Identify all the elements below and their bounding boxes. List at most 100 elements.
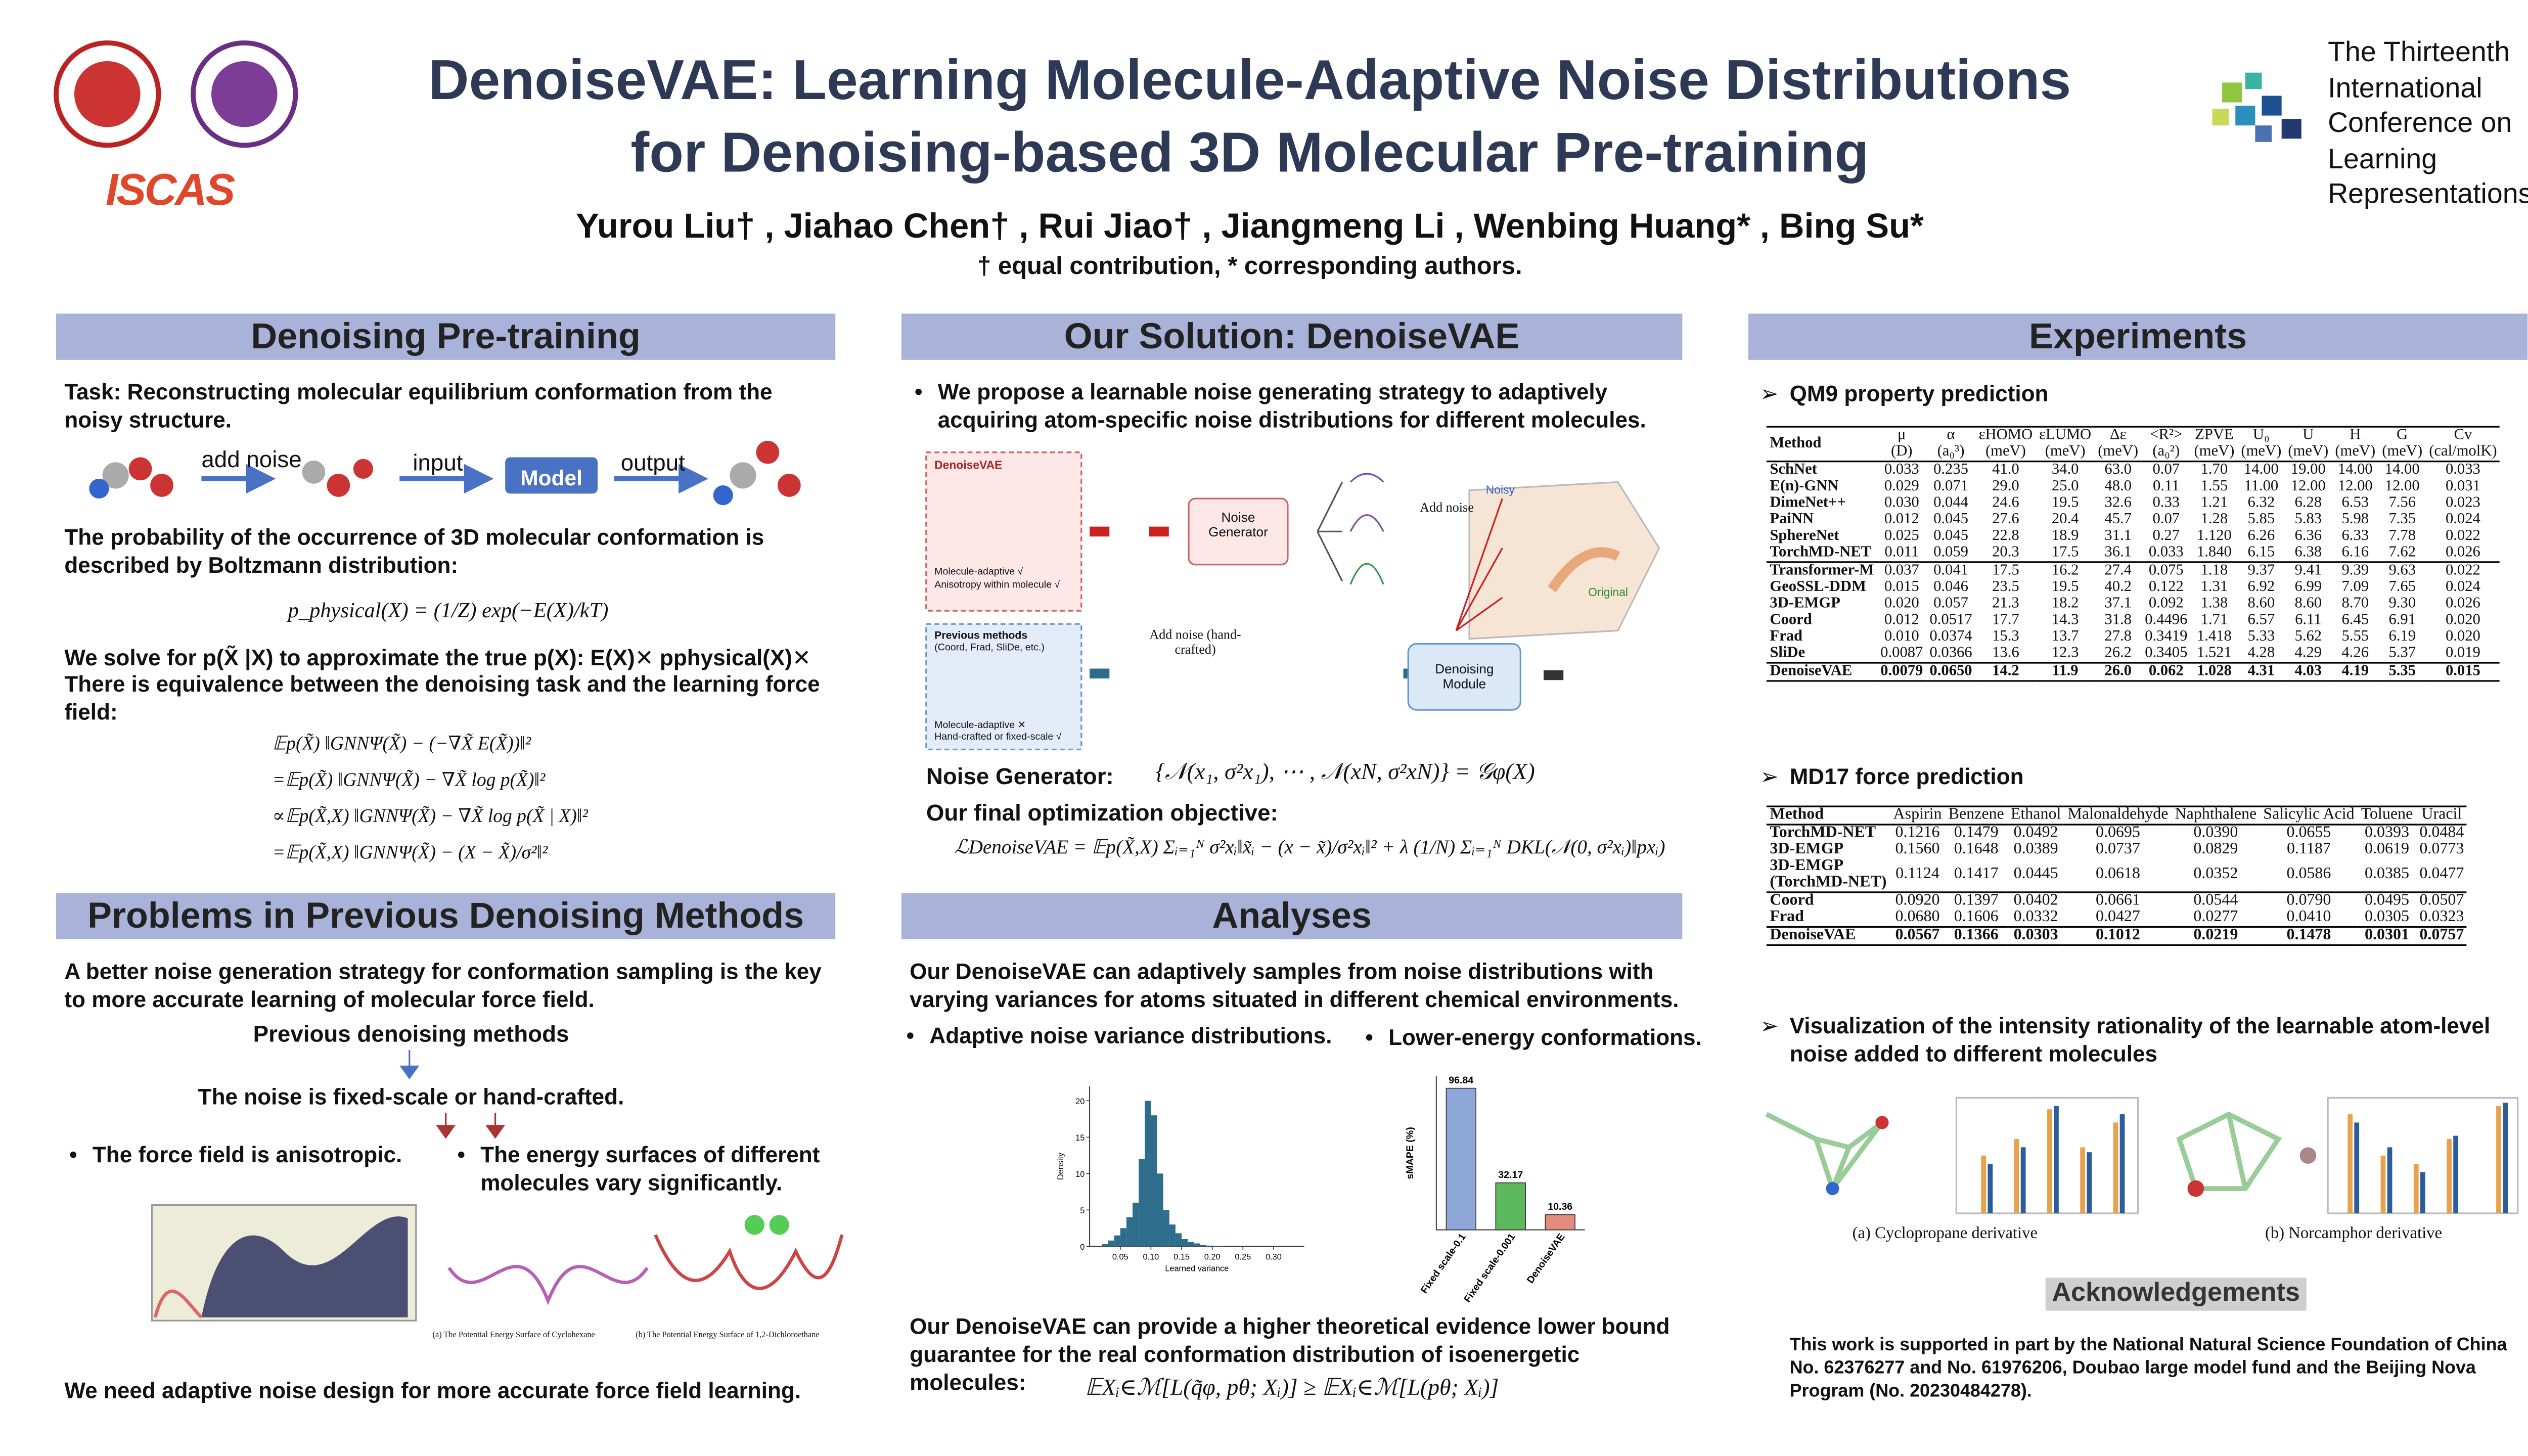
table-row: Transformer-M 0.037 0.041 17.5 16.2 27.4 0.075… — [1766, 561, 2501, 580]
cell: 0.0219 — [2172, 926, 2260, 946]
column-header: Method — [1766, 426, 1877, 463]
cell: 17.5 — [2051, 544, 2079, 562]
cell: 6.91 — [2388, 612, 2416, 629]
cell: 0.020 — [2445, 612, 2480, 629]
value-label: 32.17 — [1498, 1169, 1523, 1180]
cell: 5.35 — [2378, 662, 2426, 682]
cell: 5.83 — [2294, 512, 2322, 528]
cell: 0.044 — [1933, 495, 1968, 512]
header-row: Method Aspirin Benzene Ethanol Malonaldehyde… — [1766, 805, 2467, 826]
cell: 0.07 — [2152, 462, 2180, 479]
cell: 0.0773 — [2419, 840, 2464, 858]
cell: 0.019 — [2445, 645, 2480, 662]
conference-line: Learning — [2328, 143, 2437, 174]
cell: 4.31 — [2237, 662, 2285, 682]
paragraph: The probability of the occurrence of 3D … — [64, 525, 764, 578]
pipeline-graphic — [89, 440, 801, 506]
row-header: 3D-EMGP — [1770, 840, 1844, 858]
column-header: G (meV) — [2378, 426, 2426, 463]
cell: 0.045 — [1933, 512, 1968, 528]
cell: 11.00 — [2244, 478, 2279, 495]
cell: 1.71 — [2200, 612, 2228, 629]
cell: 0.0087 — [1880, 645, 1923, 662]
cell: 0.045 — [1933, 528, 1968, 545]
histogram: 0.05 0.10 0.15 0.20 0.25 0.30 0 5 10 15 20 Learned … — [1056, 1086, 1304, 1273]
histogram-bar — [1114, 1235, 1120, 1247]
diagram-label: Previous methods — [934, 630, 1028, 643]
y-axis-label: sMAPE (%) — [1405, 1127, 1416, 1179]
cell: 6.19 — [2388, 629, 2416, 646]
cell: 4.19 — [2331, 662, 2379, 682]
column-header: εHOMO (meV) — [1975, 426, 2036, 463]
formula: {𝒩(x₁, σ²x₁), ⋯ , 𝒩(xN, σ²xN)} = 𝒢φ(X) — [1155, 761, 1535, 786]
table-row: 3D-EMGP 0.020 0.057 21.3 18.2 37.1 0.092 1.38 8.… — [1767, 596, 2500, 613]
column-header: H (meV) — [2331, 426, 2379, 463]
cell: 0.033 — [2148, 544, 2184, 562]
table-row: Frad 0.0680 0.1606 0.0332 0.0427 0.0277 0.0410… — [1767, 909, 2467, 927]
title: DenoiseVAE: Learning Molecule-Adaptive N… — [428, 49, 2071, 113]
column-header: U (meV) — [2284, 426, 2332, 463]
subheading: QM9 property prediction — [1760, 380, 2049, 408]
column-header: Δε (meV) — [2094, 426, 2142, 463]
value-label: 10.36 — [1548, 1201, 1572, 1212]
cell: 0.0366 — [1929, 645, 1972, 662]
cell: 15.3 — [1992, 629, 2019, 646]
cell: 0.1366 — [1945, 926, 2008, 946]
task-label: Task: — [64, 380, 121, 404]
cell: 0.022 — [2425, 561, 2501, 580]
section-heading: Problems in Previous Denoising Methods — [56, 893, 836, 939]
bullet: Adaptive noise variance distributions. — [907, 1022, 1332, 1050]
cell: 31.1 — [2104, 528, 2132, 545]
cell: 7.56 — [2388, 495, 2416, 512]
cell: 7.65 — [2388, 579, 2416, 596]
cell: 14.2 — [1975, 662, 2036, 682]
cell: 24.6 — [1992, 495, 2019, 512]
cell: 0.0619 — [2364, 840, 2409, 858]
cell: 6.99 — [2294, 579, 2322, 596]
cell: 45.7 — [2104, 512, 2132, 528]
section-heading: Experiments — [1748, 313, 2528, 360]
cell: 0.030 — [1884, 495, 1919, 512]
cell: 0.11 — [2153, 478, 2180, 495]
cell: 32.6 — [2104, 495, 2132, 512]
cell: 0.27 — [2152, 528, 2180, 545]
diagram-label: Original — [1588, 587, 1628, 600]
cell: 0.015 — [1884, 579, 1919, 596]
cell: 7.62 — [2388, 544, 2416, 562]
method-diagram — [925, 451, 1660, 751]
column-header: μ (D) — [1877, 426, 1926, 463]
cell: 26.2 — [2104, 645, 2132, 662]
cell: 13.6 — [1992, 645, 2019, 662]
table-row: DimeNet++ 0.030 0.044 24.6 19.5 32.6 0.33 1.21 6… — [1767, 495, 2500, 512]
cell: 1.418 — [2196, 629, 2232, 646]
histogram-bar — [1126, 1217, 1133, 1247]
x-tick-label: 0.30 — [1266, 1252, 1282, 1261]
cell: 4.28 — [2247, 645, 2275, 662]
equation: ∝𝔼p(X̃,X) ‖GNNΨ(X̃) − ∇X̃ log p(X̃ | X)‖… — [272, 807, 588, 827]
diagram-label: DenoiseVAE — [934, 461, 1003, 472]
y-tick-label: 0 — [1080, 1243, 1085, 1252]
cell: 0.046 — [1933, 579, 1968, 596]
conference-line: The Thirteenth — [2328, 36, 2510, 68]
label-text: Previous denoising methods — [253, 1020, 569, 1047]
paragraph: Our DenoiseVAE can adaptively samples fr… — [910, 959, 1679, 1012]
cell: 0.024 — [2445, 512, 2480, 528]
conference-line: International — [2328, 72, 2482, 104]
column-header: Salicylic Acid — [2260, 805, 2358, 826]
cell: 27.4 — [2094, 561, 2142, 580]
cell: 0.0920 — [1890, 891, 1946, 910]
diagram-label: Denoising Module — [1435, 662, 1494, 692]
cell: 0.092 — [2148, 596, 2184, 613]
cell: 0.0393 — [2364, 824, 2409, 842]
cell: 9.37 — [2237, 561, 2285, 580]
cell: 6.11 — [2295, 612, 2322, 629]
cell: 0.0303 — [2007, 926, 2064, 946]
paragraph: A better noise generation strategy for c… — [64, 959, 822, 1012]
column-header: Naphthalene — [2172, 805, 2260, 826]
subheading: Visualization of the intensity rationali… — [1760, 1012, 2528, 1068]
cell: 9.63 — [2378, 561, 2426, 580]
cell: 1.70 — [2200, 462, 2228, 479]
table-row: E(n)-GNN 0.029 0.071 29.0 25.0 48.0 0.11 1.55 11… — [1767, 479, 2500, 495]
cell: 9.39 — [2331, 561, 2379, 580]
x-tick-label: 0.25 — [1235, 1252, 1251, 1261]
